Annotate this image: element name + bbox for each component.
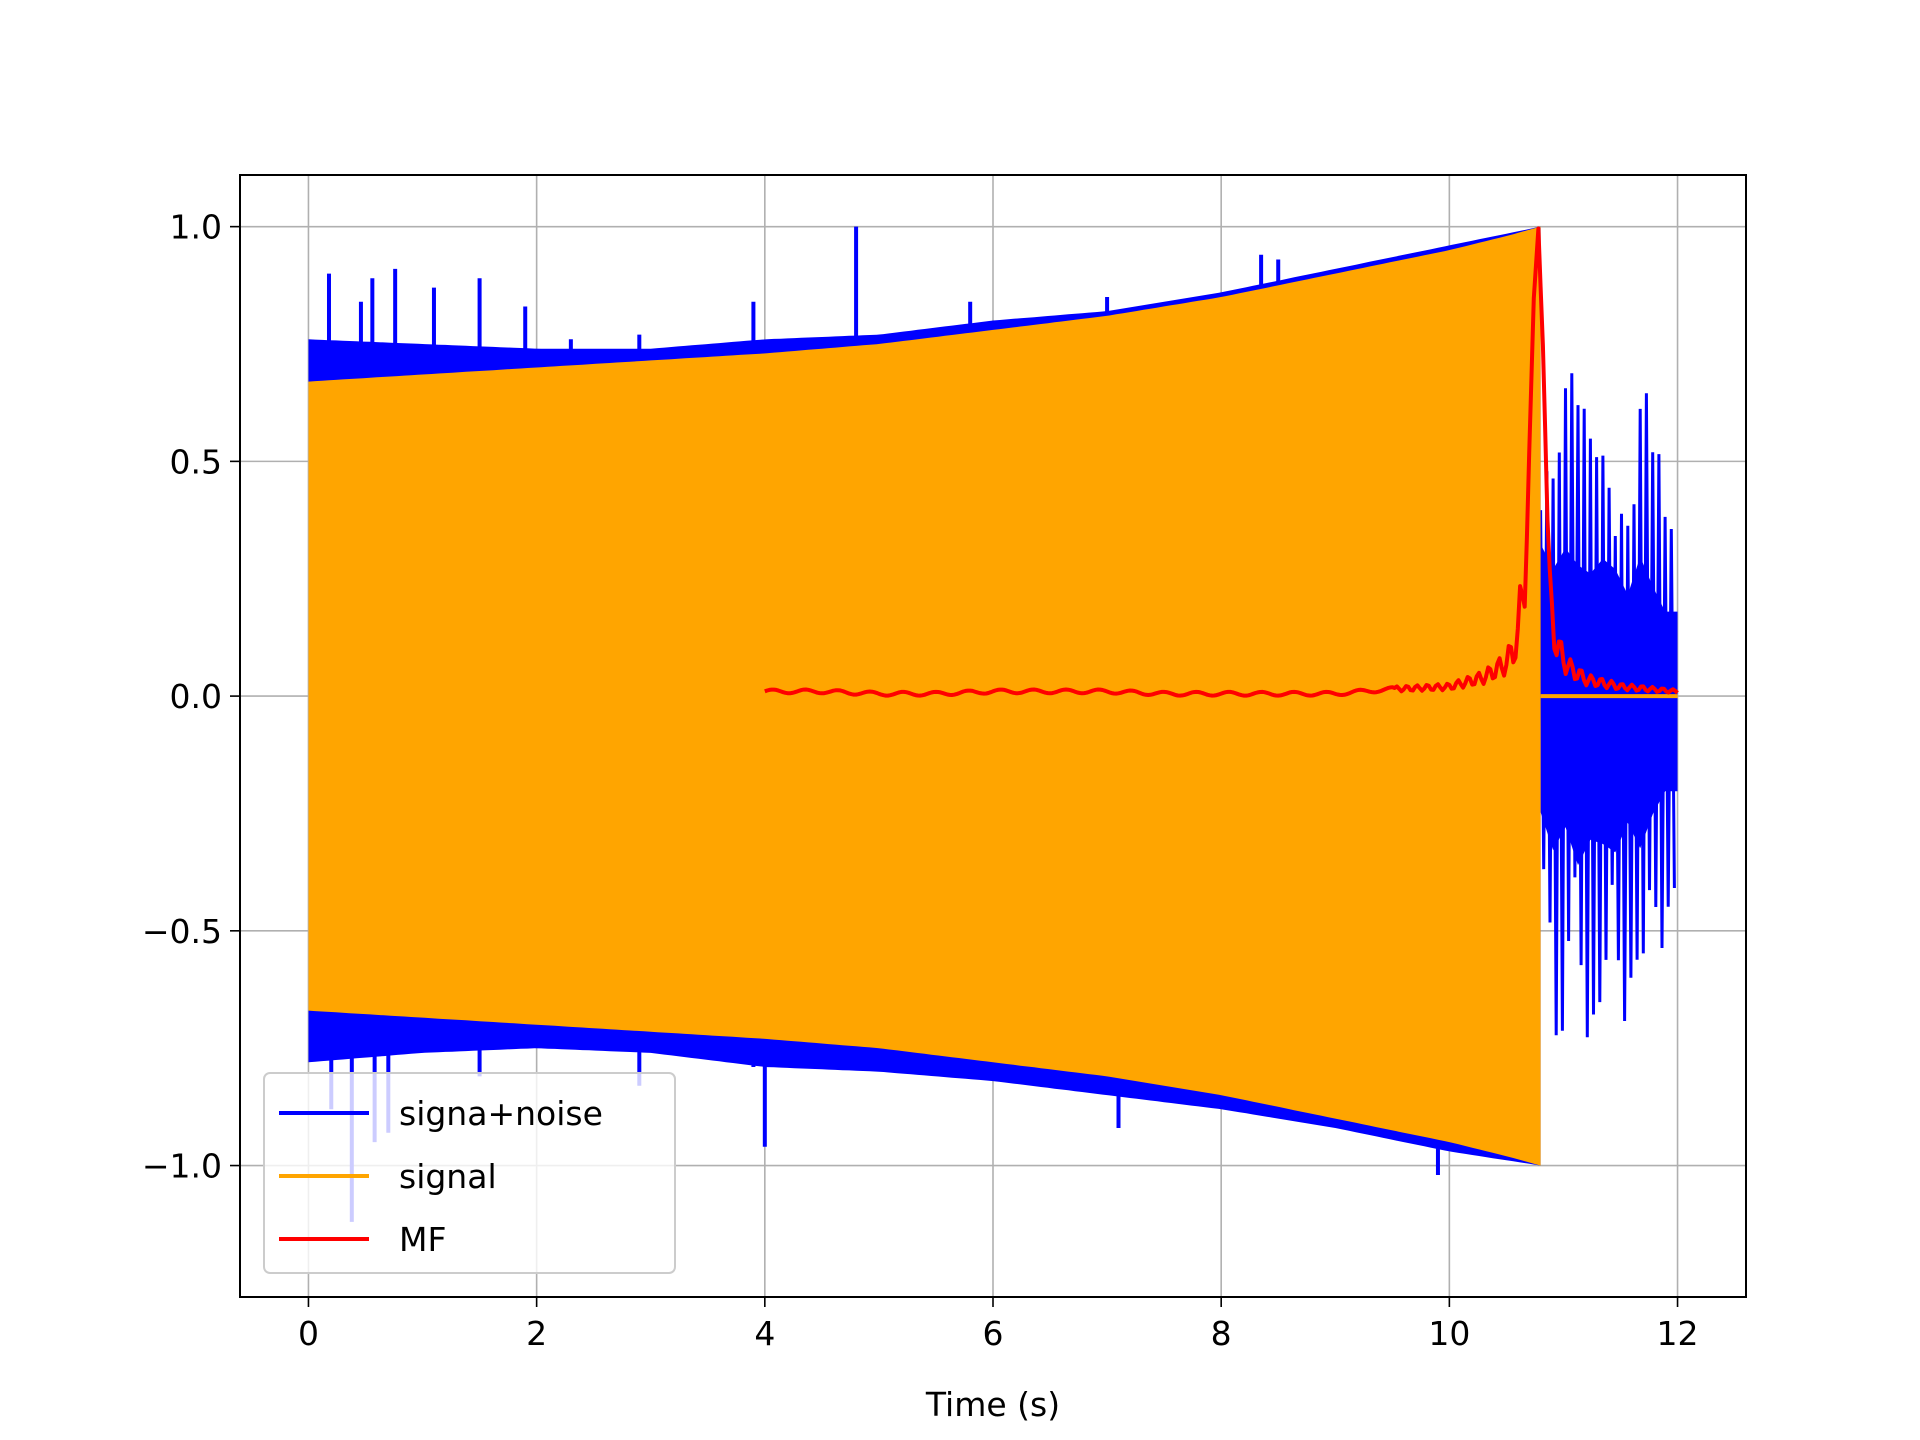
y-tick-label: −0.5 xyxy=(142,912,222,951)
x-tick-label: 6 xyxy=(983,1314,1004,1353)
x-tick-label: 2 xyxy=(526,1314,547,1353)
legend-label: signal xyxy=(399,1157,497,1196)
y-tick-label: 1.0 xyxy=(170,208,222,247)
x-tick-label: 4 xyxy=(754,1314,775,1353)
y-tick-label: 0.5 xyxy=(170,442,222,481)
y-tick-label: 0.0 xyxy=(170,677,222,716)
plot-area xyxy=(308,226,1679,1222)
mf-line xyxy=(764,226,1679,698)
x-tick-label: 12 xyxy=(1657,1314,1699,1353)
y-axis: 1.0 0.5 0.0 −0.5 −1.0 xyxy=(142,208,240,1186)
x-axis-title: Time (s) xyxy=(925,1385,1060,1424)
legend: signa+noise signal MF xyxy=(263,1072,676,1274)
legend-label: MF xyxy=(399,1220,446,1259)
x-tick-label: 8 xyxy=(1211,1314,1232,1353)
y-tick-label: −1.0 xyxy=(142,1147,222,1186)
legend-box xyxy=(263,1072,676,1274)
x-tick-label: 10 xyxy=(1428,1314,1470,1353)
legend-label: signa+noise xyxy=(399,1094,603,1133)
signal-noise-tail-fill xyxy=(1540,544,1678,866)
x-axis: 0 2 4 6 8 10 12 xyxy=(298,1297,1699,1353)
x-tick-label: 0 xyxy=(298,1314,319,1353)
